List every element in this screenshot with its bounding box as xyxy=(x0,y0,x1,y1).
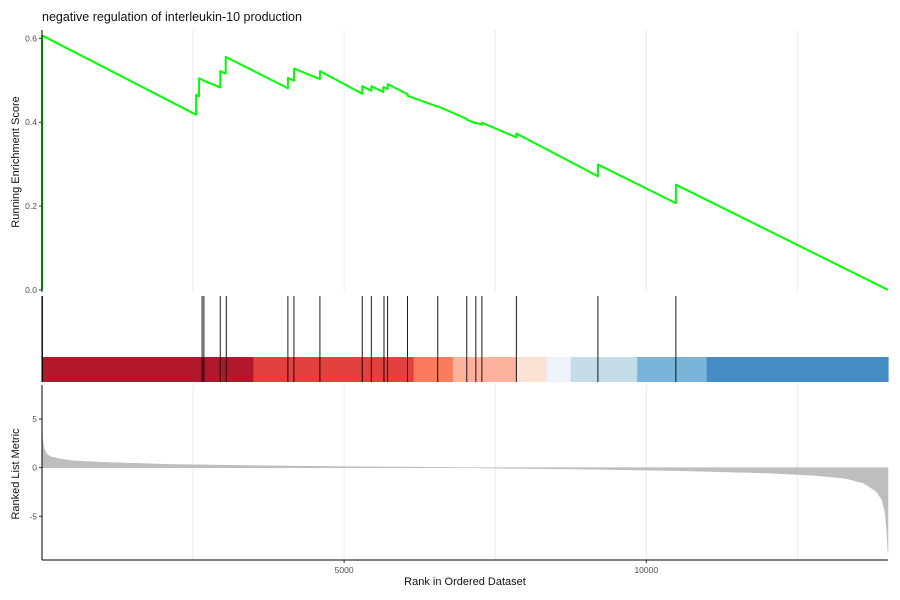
chart-title: negative regulation of interleukin-10 pr… xyxy=(42,10,302,24)
y-tick-label: -5 xyxy=(29,511,37,521)
running-score-y-ticks: 0.0 0.2 0.4 0.6 xyxy=(25,33,42,295)
axis-lines xyxy=(41,30,888,561)
y-tick-label: 5 xyxy=(32,414,37,424)
running-score-line xyxy=(41,34,889,291)
x-tick-label: 5000 xyxy=(335,565,354,575)
color-bar-segment-8 xyxy=(706,357,889,382)
y-tick-label: 0 xyxy=(32,463,37,473)
hits-panel xyxy=(41,296,889,382)
color-bar-segment-0 xyxy=(42,357,255,382)
x-tick-label: 10000 xyxy=(634,565,658,575)
color-bar-segment-7 xyxy=(637,357,708,382)
ranked-metric-panel: -5 0 5 5000 10000 Ranked List Metric Rank i… xyxy=(10,385,889,588)
x-axis-title: Rank in Ordered Dataset xyxy=(404,576,526,588)
color-bar-segment-2 xyxy=(413,357,454,382)
y-tick-label: 0.0 xyxy=(25,285,37,295)
ranked-metric-y-ticks: -5 0 5 xyxy=(29,414,42,521)
color-bar-segment-5 xyxy=(546,357,572,382)
x-axis-ticks: 5000 10000 xyxy=(335,560,658,575)
color-bar-segment-4 xyxy=(516,357,548,382)
gene-hit-markers xyxy=(41,296,677,382)
ranked-metric-y-axis-title: Ranked List Metric xyxy=(10,428,22,520)
running-score-y-axis-title: Running Enrichment Score xyxy=(10,96,22,227)
ranked-metric-area xyxy=(41,423,889,554)
rank-color-bar xyxy=(42,357,889,382)
color-bar-segment-3 xyxy=(452,357,517,382)
color-bar-segment-6 xyxy=(570,357,638,382)
running-score-gridlines xyxy=(192,30,798,292)
y-tick-label: 0.4 xyxy=(25,117,37,127)
ranked-metric-area-group xyxy=(41,423,889,554)
ranked-metric-gridlines xyxy=(192,385,798,560)
color-bar-segment-1 xyxy=(253,357,415,382)
y-tick-label: 0.2 xyxy=(25,201,37,211)
running-score-panel: 0.0 0.2 0.4 0.6 Running Enrichment Score xyxy=(10,30,889,295)
y-tick-label: 0.6 xyxy=(25,33,37,43)
running-score-line-group xyxy=(41,34,889,291)
